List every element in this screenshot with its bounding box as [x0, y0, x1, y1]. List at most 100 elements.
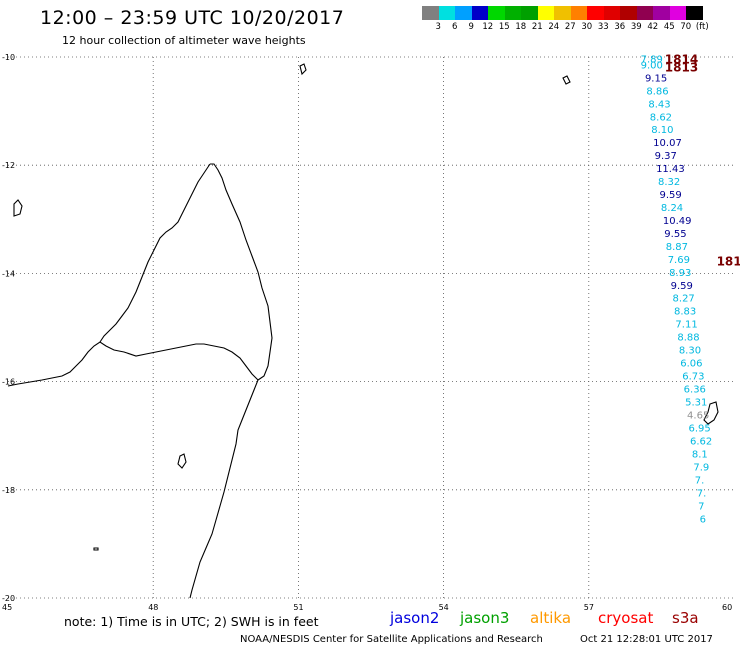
- wave-height-value: 9.15: [645, 74, 667, 85]
- color-scale-label: 39: [630, 22, 642, 32]
- latitude-label: -12: [2, 161, 15, 170]
- color-scale-label: 70: [680, 22, 692, 32]
- wave-height-value: 8.27: [673, 294, 695, 305]
- wave-height-value: 9.37: [655, 151, 677, 162]
- wave-height-value: 8.93: [669, 268, 691, 279]
- color-scale-label: (ft): [695, 22, 709, 32]
- wave-height-value: 7.69: [668, 255, 690, 266]
- color-swatch: [488, 6, 505, 20]
- pass-time-label: 181: [717, 254, 740, 268]
- map-title: 12:00 – 23:59 UTC 10/20/2017: [40, 7, 345, 29]
- madagascar-coastline: [7, 63, 719, 599]
- satellite-legend-jason2: jason2: [390, 609, 440, 627]
- madagascar-west-coast: [7, 341, 259, 387]
- wave-height-value: 4.65: [687, 411, 709, 422]
- color-scale-label: 9: [468, 22, 474, 32]
- footer-note: note: 1) Time is in UTC; 2) SWH is in fe…: [64, 614, 319, 629]
- island-mauritius: [703, 401, 719, 425]
- longitude-label: 45: [2, 603, 12, 612]
- color-swatch: [620, 6, 637, 20]
- wave-height-value: 9.59: [659, 190, 681, 201]
- wave-height-value: 9.59: [671, 281, 693, 292]
- color-swatch: [504, 6, 521, 20]
- latitude-label: -16: [2, 378, 15, 387]
- color-scale-label: 6: [452, 22, 458, 32]
- longitude-label: 57: [584, 603, 594, 612]
- color-swatch: [570, 6, 587, 20]
- pass-time-label: 1813: [665, 61, 698, 75]
- credit-text: NOAA/NESDIS Center for Satellite Applica…: [240, 634, 543, 645]
- wave-height-value: 6.62: [690, 437, 712, 448]
- latitude-label: -18: [2, 486, 15, 495]
- color-swatch: [438, 6, 455, 20]
- map-subtitle: 12 hour collection of altimeter wave hei…: [62, 34, 306, 47]
- island-tromelin: [562, 75, 571, 85]
- longitude-label: 48: [148, 603, 158, 612]
- madagascar-east-coast: [210, 163, 273, 381]
- wave-height-value: 8.88: [677, 333, 699, 344]
- color-scale-label: 18: [515, 22, 527, 32]
- wave-height-value: 8.62: [650, 113, 672, 124]
- island-tiny: [93, 547, 99, 551]
- island-comoros: [299, 63, 307, 76]
- color-swatch: [422, 6, 439, 20]
- satellite-legend-cryosat: cryosat: [598, 609, 654, 627]
- color-swatch: [686, 6, 703, 20]
- color-swatch: [521, 6, 538, 20]
- wave-height-value: 8.24: [661, 203, 683, 214]
- color-scale-label: 27: [564, 22, 576, 32]
- wave-height-value: 7.: [695, 476, 705, 487]
- color-swatch: [471, 6, 488, 20]
- latitude-label: -20: [2, 594, 15, 603]
- wave-height-value: 8.32: [658, 177, 680, 188]
- madagascar-south-coast: [189, 379, 259, 599]
- island-south-west: [177, 453, 187, 469]
- color-scale-label: 21: [531, 22, 543, 32]
- color-scale-label: 42: [647, 22, 659, 32]
- wave-height-value: 6: [700, 514, 706, 525]
- color-swatch: [554, 6, 571, 20]
- satellite-legend-s3a: s3a: [672, 609, 699, 627]
- satellite-legend-jason3: jason3: [460, 609, 510, 627]
- wave-height-value: 8.43: [648, 100, 670, 111]
- wave-height-value: 11.43: [656, 164, 685, 175]
- wave-height-value: 7: [698, 501, 704, 512]
- color-scale-label: 12: [482, 22, 494, 32]
- wave-height-value: 8.87: [666, 242, 688, 253]
- wave-height-value: 7.11: [675, 320, 697, 331]
- wave-height-value: 9.00: [641, 61, 663, 72]
- longitude-label: 51: [293, 603, 303, 612]
- color-swatch: [653, 6, 670, 20]
- wave-height-value: 7.89: [641, 55, 663, 66]
- longitude-label: 60: [722, 603, 732, 612]
- satellite-legend-altika: altika: [530, 609, 572, 627]
- color-swatch: [603, 6, 620, 20]
- madagascar-northwest-coast: [99, 163, 211, 343]
- color-scale-label: 45: [663, 22, 675, 32]
- wave-height-value: 6.36: [684, 385, 706, 396]
- island-small-north: [13, 199, 23, 217]
- color-scale-label: 3: [435, 22, 441, 32]
- longitude-tick-labels: 45 48 51 54 57 60: [2, 603, 732, 612]
- wave-height-values: 7.899.00 9.15 8.86 8.43 8.628.10 10.07 9.37 11.…: [641, 55, 713, 526]
- color-swatch: [455, 6, 472, 20]
- color-swatch: [537, 6, 554, 20]
- wave-height-value: 8.30: [679, 346, 701, 357]
- wave-height-value: 8.83: [674, 307, 696, 318]
- color-scale-label: 24: [548, 22, 560, 32]
- generated-timestamp: Oct 21 12:28:01 UTC 2017: [580, 634, 713, 645]
- wave-height-value: 8.86: [646, 87, 668, 98]
- longitude-label: 54: [439, 603, 449, 612]
- wave-height-value: 10.49: [663, 216, 692, 227]
- wave-height-value: 6.06: [680, 359, 702, 370]
- wave-height-value: 8.10: [651, 125, 673, 136]
- color-scale-label: 33: [597, 22, 609, 32]
- wave-height-value: 8.1: [692, 450, 708, 461]
- wave-height-value: 7.: [697, 489, 707, 500]
- color-scale-label: 30: [581, 22, 593, 32]
- wave-height-value: 9.55: [664, 229, 686, 240]
- latitude-tick-labels: -10 -12 -14 -16 -18 -20: [2, 53, 15, 603]
- color-scale-label: 15: [498, 22, 510, 32]
